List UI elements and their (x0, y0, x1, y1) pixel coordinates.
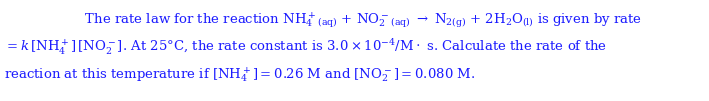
Text: The rate law for the reaction $\mathrm{NH_4^+}_{\mathrm{(aq)}}$ + $\mathrm{NO_2^: The rate law for the reaction $\mathrm{N… (67, 10, 642, 30)
Text: reaction at this temperature if $[\mathrm{NH_4^+}] = 0.26$ M and $[\mathrm{NO_2^: reaction at this temperature if $[\mathr… (4, 66, 475, 85)
Text: $= k\,[\mathrm{NH_4^+}]\,[\mathrm{NO_2^-}]$. At 25°C, the rate constant is $3.0 : $= k\,[\mathrm{NH_4^+}]\,[\mathrm{NO_2^-… (4, 38, 607, 57)
